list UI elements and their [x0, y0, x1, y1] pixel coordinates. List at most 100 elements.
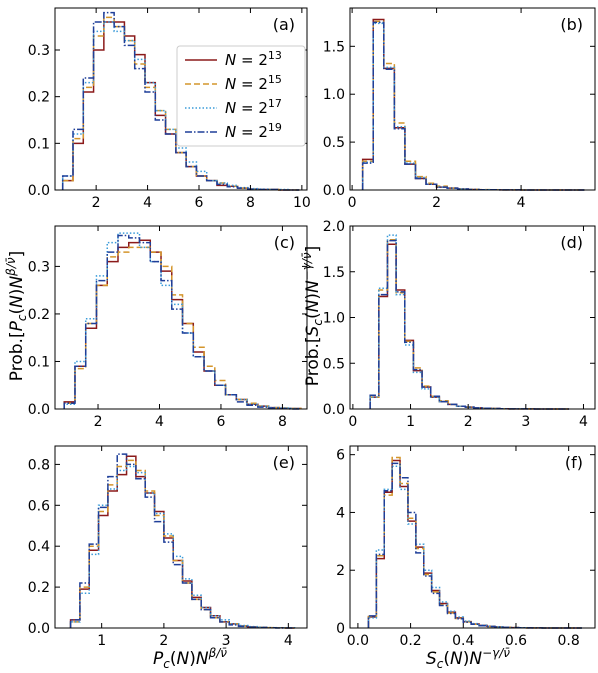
- x-tick-label: 6: [195, 195, 204, 211]
- y-tick-label: 4: [336, 505, 345, 521]
- series-line-N13: [361, 18, 585, 191]
- plot-frame: [349, 7, 596, 191]
- y-tick-label: 0.3: [28, 43, 50, 59]
- panel-letter: (e): [273, 453, 295, 472]
- x-tick-label: 4: [143, 195, 152, 211]
- x-tick-label: 0.4: [452, 633, 474, 649]
- series-line-N17: [69, 465, 296, 629]
- panel-letter: (a): [273, 15, 295, 34]
- y-tick-label: 0.1: [28, 354, 50, 370]
- legend-label-N17: N = 217: [225, 97, 282, 117]
- series-line-N15: [361, 20, 585, 191]
- x-tick-label: 2: [432, 195, 441, 211]
- x-tick-label: 8: [246, 195, 255, 211]
- series-line-N15: [369, 238, 570, 410]
- panel-d: 0 1 2 3 4 0.0 0.5 1.0 1.5 2.0 (d): [323, 219, 596, 430]
- y-tick-label: 0.5: [323, 135, 345, 151]
- x-tick-label: 1: [97, 633, 106, 649]
- y-axis-label-left: Prob.[Pc(N)Nβ/ν̄​]: [4, 251, 29, 381]
- x-tick-label: 1: [406, 414, 415, 430]
- series-line-N13: [367, 459, 582, 629]
- y-tick-label: 2.0: [323, 219, 345, 235]
- x-tick-label: 2: [159, 633, 168, 649]
- y-tick-label: 2: [336, 563, 345, 579]
- panel-letter: (d): [560, 233, 583, 252]
- series-line-N13: [69, 455, 295, 629]
- y-tick-label: 0: [336, 621, 345, 637]
- x-tick-label: 4: [579, 414, 588, 430]
- x-tick-label: 0.2: [399, 633, 421, 649]
- x-tick-label: 6: [216, 414, 225, 430]
- legend: N = 213 N = 215 N = 217 N = 219: [176, 45, 306, 147]
- y-tick-label: 0.0: [323, 183, 345, 199]
- plot-frame: [54, 7, 308, 191]
- y-tick-label: 0.4: [28, 539, 50, 555]
- series-line-N17: [63, 232, 302, 410]
- x-tick-label: 0.0: [347, 633, 369, 649]
- x-tick-label: 3: [521, 414, 530, 430]
- y-tick-label: 1.5: [323, 265, 345, 281]
- x-tick-label: 0: [348, 195, 357, 211]
- x-tick-label: 2: [464, 414, 473, 430]
- series-line-N15: [61, 16, 300, 191]
- y-tick-label: 0.0: [28, 621, 50, 637]
- y-tick-label: 0.2: [28, 307, 50, 323]
- y-tick-label: 1.0: [323, 311, 345, 327]
- y-tick-label: 0.0: [323, 402, 345, 418]
- y-tick-label: 0.2: [28, 580, 50, 596]
- panel-f: 0.0 0.2 0.4 0.6 0.8 0 2 4 6 (f): [336, 445, 596, 649]
- plot-frame: [54, 225, 308, 410]
- legend-label-N19: N = 219: [225, 121, 282, 141]
- x-tick-label: 4: [284, 633, 293, 649]
- panel-b: 0 2 4 0.0 0.5 1.0 1.5 (b): [323, 7, 596, 211]
- series-line-N19: [369, 239, 570, 410]
- x-axis-label-right: Sc(N)N−γ/ν̄​: [426, 646, 510, 671]
- y-tick-label: 0.3: [28, 259, 50, 275]
- x-tick-label: 2: [92, 195, 101, 211]
- legend-label-N15: N = 215: [225, 73, 282, 93]
- y-axis-label-right: Prob.[Sc(N)N−γ/ν̄​]: [300, 246, 325, 386]
- x-tick-label: 2: [94, 414, 103, 430]
- y-tick-label: 6: [336, 448, 345, 464]
- y-tick-label: 1.5: [323, 39, 345, 55]
- x-tick-label: 10: [293, 195, 311, 211]
- series-line-N13: [369, 243, 570, 410]
- series-line-N15: [69, 459, 295, 629]
- series-line-N19: [367, 462, 582, 629]
- series-line-N19: [63, 234, 301, 410]
- panel-e: 1 2 3 4 0.0 0.2 0.4 0.6 0.8 (e): [28, 445, 308, 649]
- y-tick-label: 0.2: [28, 90, 50, 106]
- plot-frame: [54, 445, 308, 629]
- legend-label-N13: N = 213: [225, 49, 282, 69]
- panel-letter: (b): [560, 15, 583, 34]
- series-line-N19: [361, 21, 585, 191]
- y-tick-label: 0.0: [28, 183, 50, 199]
- panel-letter: (c): [274, 233, 295, 252]
- series-line-N17: [367, 465, 582, 629]
- series-line-N17: [361, 22, 585, 191]
- series-line-N19: [69, 453, 295, 629]
- x-tick-label: 0: [348, 414, 357, 430]
- x-tick-label: 0.8: [558, 633, 580, 649]
- y-tick-label: 0.5: [323, 356, 345, 372]
- y-tick-label: 0.1: [28, 136, 50, 152]
- y-tick-label: 0.6: [28, 498, 50, 514]
- x-tick-label: 4: [517, 195, 526, 211]
- legend-box: [176, 45, 306, 147]
- x-tick-label: 0.6: [505, 633, 527, 649]
- y-tick-label: 0.8: [28, 457, 50, 473]
- x-tick-label: 8: [278, 414, 287, 430]
- x-axis-label-left: Pc(N)Nβ/ν̄​: [153, 646, 227, 671]
- series-line-N17: [369, 234, 570, 410]
- x-tick-label: 3: [222, 633, 231, 649]
- y-tick-label: 0.0: [28, 402, 50, 418]
- panel-c: 2 4 6 8 0.0 0.1 0.2 0.3 (c): [28, 225, 308, 430]
- plot-frame: [349, 445, 596, 629]
- series-line-N19: [61, 11, 300, 191]
- x-tick-label: 4: [155, 414, 164, 430]
- y-tick-label: 1.0: [323, 87, 345, 103]
- panel-letter: (f): [565, 453, 583, 472]
